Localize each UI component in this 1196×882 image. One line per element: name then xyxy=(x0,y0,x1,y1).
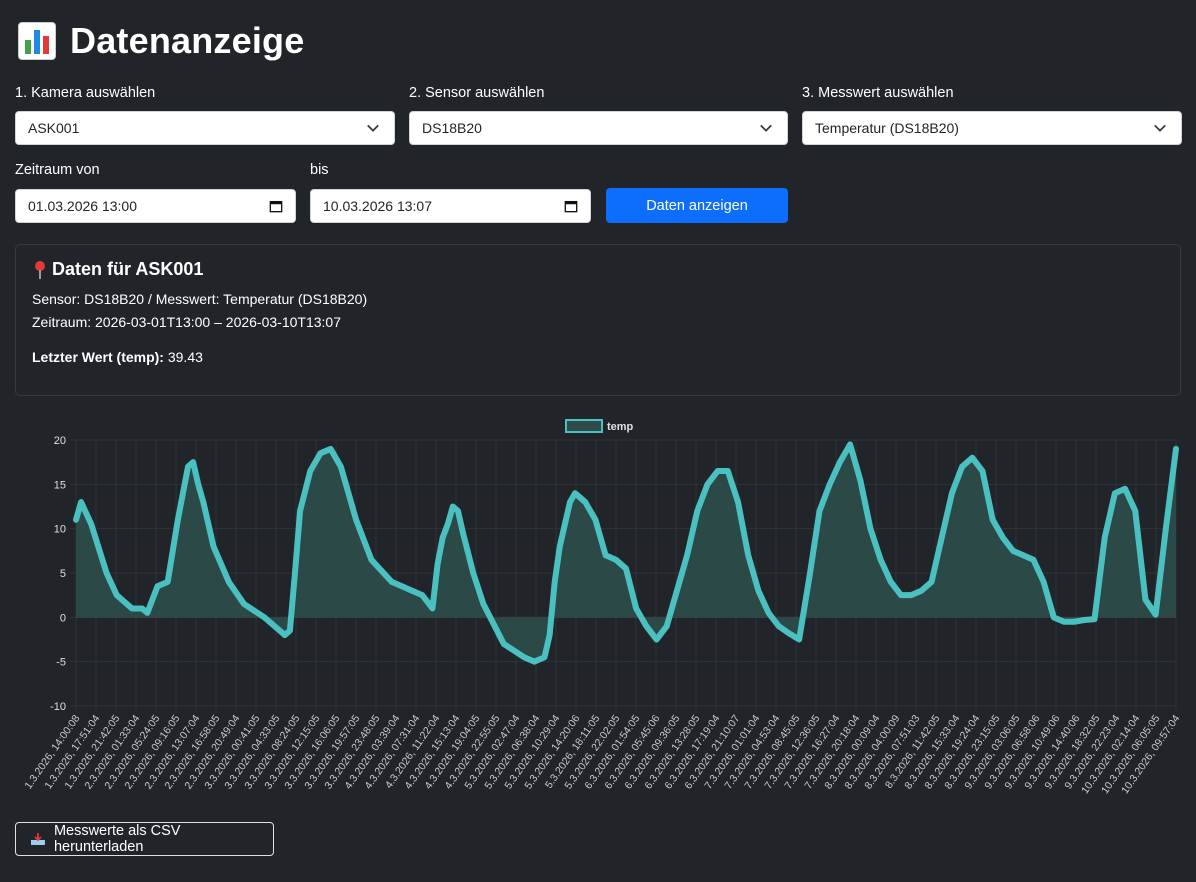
sensor-select[interactable]: DS18B20 xyxy=(409,111,788,145)
range-line: Zeitraum: 2026-03-01T13:00 – 2026-03-10T… xyxy=(32,314,341,330)
pushpin-icon xyxy=(35,260,45,279)
info-card: Daten für ASK001 Sensor: DS18B20 / Messw… xyxy=(15,244,1181,396)
measure-select[interactable]: Temperatur (DS18B20) xyxy=(802,111,1182,145)
y-tick-label: 15 xyxy=(54,479,66,491)
page-header: Datenanzeige xyxy=(18,18,304,64)
bar-chart-icon xyxy=(18,22,56,60)
download-csv-label: Messwerte als CSV herunterladen xyxy=(53,823,181,855)
y-tick-label: 10 xyxy=(54,524,66,536)
measure-select-value: Temperatur (DS18B20) xyxy=(815,120,959,136)
from-label: Zeitraum von xyxy=(15,162,100,178)
camera-label: 1. Kamera auswählen xyxy=(15,85,156,101)
camera-select-value: ASK001 xyxy=(28,120,80,136)
legend-swatch-temp xyxy=(565,419,603,433)
measure-label: 3. Messwert auswählen xyxy=(802,85,954,101)
download-tray-icon xyxy=(30,833,45,845)
y-tick-label: 5 xyxy=(60,568,66,580)
last-value-label: Letzter Wert (temp): xyxy=(32,349,164,365)
sensor-select-value: DS18B20 xyxy=(422,120,482,136)
show-data-button[interactable]: Daten anzeigen xyxy=(606,188,788,223)
last-value: 39.43 xyxy=(167,349,203,365)
calendar-icon[interactable] xyxy=(564,199,578,213)
from-datetime-value: 01.03.2026 13:00 xyxy=(28,198,137,214)
info-title: Daten für ASK001 xyxy=(32,259,203,280)
y-tick-label: -10 xyxy=(50,701,66,713)
temperature-chart: 1.3.2026, 14:00:081.3.2026, 17:51:041.3.… xyxy=(22,419,1183,796)
to-datetime-value: 10.03.2026 13:07 xyxy=(323,198,432,214)
chevron-down-icon xyxy=(1154,124,1166,132)
from-datetime-input[interactable]: 01.03.2026 13:00 xyxy=(15,189,296,223)
page-title: Datenanzeige xyxy=(70,20,305,61)
info-title-text: Daten für ASK001 xyxy=(52,259,204,279)
calendar-icon[interactable] xyxy=(269,199,283,213)
to-datetime-input[interactable]: 10.03.2026 13:07 xyxy=(310,189,591,223)
chevron-down-icon xyxy=(760,124,772,132)
y-tick-label: 0 xyxy=(60,612,66,624)
download-csv-button[interactable]: Messwerte als CSV herunterladen xyxy=(15,822,274,856)
sensor-label: 2. Sensor auswählen xyxy=(409,85,545,101)
y-tick-label: -5 xyxy=(56,657,66,669)
last-value-line: Letzter Wert (temp): 39.43 xyxy=(32,349,203,365)
y-tick-label: 20 xyxy=(54,435,66,447)
sensor-line: Sensor: DS18B20 / Messwert: Temperatur (… xyxy=(32,291,368,307)
legend-label-temp: temp xyxy=(607,421,634,433)
to-label: bis xyxy=(310,162,329,178)
chevron-down-icon xyxy=(367,124,379,132)
camera-select[interactable]: ASK001 xyxy=(15,111,395,145)
series-area xyxy=(76,444,1176,662)
series-line-temp xyxy=(73,441,1179,665)
